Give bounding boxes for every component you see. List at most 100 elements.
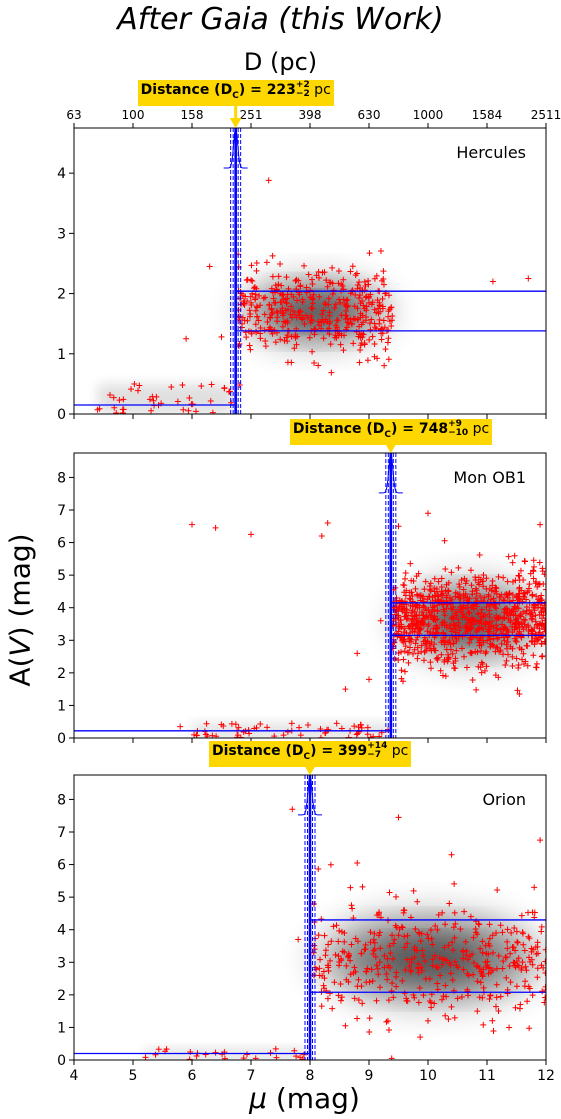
star-point bbox=[520, 660, 527, 667]
star-point bbox=[350, 340, 357, 347]
star-point bbox=[366, 336, 373, 343]
star-point bbox=[401, 605, 408, 612]
star-point bbox=[358, 983, 365, 990]
density-foreground-2 bbox=[144, 1048, 308, 1060]
x-tick-label: 12 bbox=[537, 1068, 555, 1084]
star-point bbox=[363, 968, 370, 975]
star-point bbox=[315, 268, 322, 275]
star-point bbox=[248, 277, 255, 284]
star-point bbox=[389, 932, 396, 939]
star-point bbox=[341, 938, 348, 945]
star-point bbox=[484, 637, 491, 644]
star-point bbox=[442, 565, 449, 572]
star-point bbox=[407, 560, 414, 567]
star-point bbox=[179, 382, 186, 389]
star-point bbox=[484, 958, 491, 965]
star-point bbox=[413, 636, 420, 643]
star-point bbox=[424, 596, 431, 603]
star-point bbox=[399, 637, 406, 644]
star-point bbox=[480, 1021, 487, 1028]
star-point bbox=[516, 590, 523, 597]
star-point bbox=[411, 616, 418, 623]
star-point bbox=[347, 268, 354, 275]
star-point bbox=[116, 397, 123, 404]
density-1 bbox=[192, 571, 546, 738]
star-point bbox=[261, 311, 268, 318]
star-point bbox=[380, 281, 387, 288]
star-point bbox=[485, 591, 492, 598]
star-point bbox=[435, 578, 442, 585]
star-point bbox=[284, 306, 291, 313]
star-point bbox=[410, 650, 417, 657]
star-point bbox=[462, 590, 469, 597]
star-point bbox=[284, 728, 291, 735]
star-point bbox=[475, 663, 482, 670]
star-point bbox=[369, 333, 376, 340]
star-point bbox=[405, 623, 412, 630]
star-point bbox=[385, 356, 392, 363]
y-tick-label-0: 2 bbox=[57, 287, 66, 303]
star-point bbox=[516, 572, 523, 579]
star-point bbox=[236, 340, 243, 347]
star-point bbox=[456, 591, 463, 598]
top-tick-label: 2511 bbox=[531, 108, 561, 122]
star-point bbox=[412, 926, 419, 933]
star-point bbox=[344, 302, 351, 309]
star-point bbox=[474, 978, 481, 985]
star-point bbox=[348, 902, 355, 909]
star-point bbox=[521, 983, 528, 990]
star-point bbox=[514, 618, 521, 625]
star-point bbox=[515, 955, 522, 962]
star-point bbox=[474, 649, 481, 656]
star-point bbox=[452, 655, 459, 662]
star-point bbox=[337, 341, 344, 348]
star-point bbox=[384, 976, 391, 983]
star-point bbox=[513, 958, 520, 965]
region-label-0: Hercules bbox=[456, 143, 526, 162]
star-point bbox=[476, 552, 483, 559]
star-point bbox=[513, 638, 520, 645]
star-point bbox=[322, 947, 329, 954]
star-point bbox=[323, 277, 330, 284]
y-tick-label-0: 0 bbox=[57, 407, 66, 423]
star-point bbox=[468, 604, 475, 611]
star-point bbox=[431, 952, 438, 959]
star-point bbox=[300, 1051, 307, 1058]
star-point bbox=[432, 647, 439, 654]
star-point bbox=[503, 591, 510, 598]
star-point bbox=[319, 311, 326, 318]
star-point bbox=[296, 312, 303, 319]
star-point bbox=[272, 282, 279, 289]
star-point bbox=[407, 968, 414, 975]
star-point bbox=[409, 613, 416, 620]
y-tick-label-1: 3 bbox=[57, 633, 66, 649]
star-point bbox=[438, 639, 445, 646]
star-point bbox=[342, 308, 349, 315]
star-point bbox=[502, 661, 509, 668]
star-point bbox=[525, 627, 532, 634]
star-point bbox=[507, 612, 514, 619]
star-point bbox=[495, 952, 502, 959]
star-point bbox=[516, 1005, 523, 1012]
star-point bbox=[408, 589, 415, 596]
star-point bbox=[290, 308, 297, 315]
star-point bbox=[520, 593, 527, 600]
star-point bbox=[429, 941, 436, 948]
y-tick-label-2: 7 bbox=[57, 825, 66, 841]
star-point bbox=[373, 997, 380, 1004]
star-point bbox=[525, 587, 532, 594]
star-point bbox=[525, 933, 532, 940]
star-point bbox=[381, 964, 388, 971]
star-point bbox=[414, 898, 421, 905]
star-point bbox=[497, 993, 504, 1000]
star-point bbox=[335, 938, 342, 945]
star-point bbox=[269, 252, 276, 259]
star-point bbox=[318, 533, 325, 540]
star-point bbox=[291, 345, 298, 352]
star-point bbox=[364, 731, 371, 738]
star-point bbox=[506, 963, 513, 970]
star-point bbox=[208, 381, 215, 388]
star-point bbox=[252, 1055, 259, 1060]
star-point bbox=[398, 675, 405, 682]
star-point bbox=[408, 617, 415, 624]
